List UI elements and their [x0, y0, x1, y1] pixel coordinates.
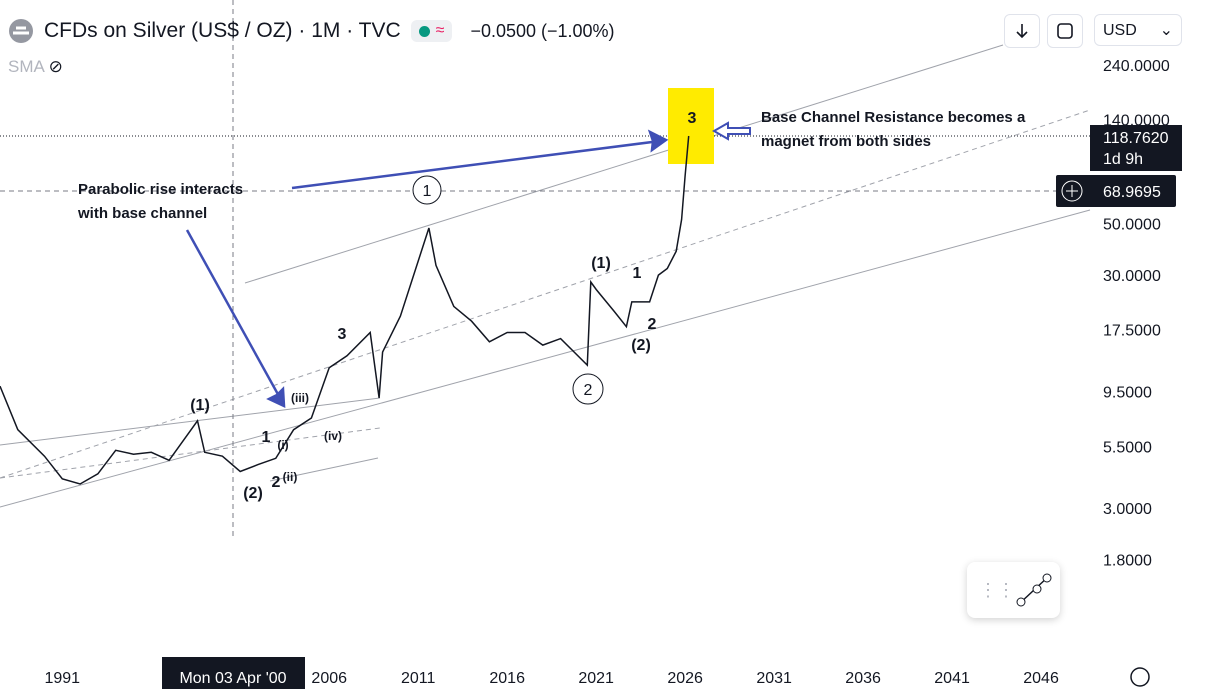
- currency-select[interactable]: USD ⌄: [1094, 14, 1182, 46]
- add-icon[interactable]: [1061, 180, 1083, 202]
- y-tick-label: 3.0000: [1103, 501, 1152, 518]
- wave-labels: (1) (2) 1 2 (i) (ii) (iii) (iv) 3 1 2 (1…: [190, 110, 696, 502]
- x-tick-label: 2016: [489, 670, 525, 687]
- channels: [0, 44, 1091, 508]
- y-tick-label: 50.0000: [1103, 216, 1161, 233]
- price-line: [0, 135, 690, 485]
- wave-label: 3: [338, 326, 347, 343]
- highlight-box: [668, 88, 714, 164]
- wave-label: (iv): [324, 429, 342, 443]
- countdown: 1d 9h: [1103, 151, 1143, 168]
- x-tick-label: 2031: [756, 670, 792, 687]
- indicator-name: SMA: [8, 57, 44, 76]
- wave-label: (2): [631, 337, 651, 354]
- symbol-icon: [9, 19, 33, 43]
- add-plus: [1066, 185, 1078, 197]
- x-tick-label: 2021: [578, 670, 614, 687]
- download-button[interactable]: [1004, 14, 1040, 48]
- y-tick-label: 9.5000: [1103, 384, 1152, 401]
- x-tick-label: 2046: [1023, 670, 1059, 687]
- symbol-title: CFDs on Silver (US$ / OZ) · 1M · TVC: [44, 19, 401, 42]
- crosshair-price: 68.9695: [1103, 184, 1161, 201]
- wave-label: 3: [688, 110, 697, 127]
- notes: Parabolic rise interacts with base chann…: [77, 109, 1026, 222]
- x-tick-label: 2006: [311, 670, 347, 687]
- y-tick-label: 240.0000: [1103, 58, 1170, 75]
- wave-label: 1: [633, 265, 642, 282]
- y-tick-label: 5.5000: [1103, 440, 1152, 457]
- status-pill[interactable]: ≈: [410, 20, 453, 42]
- layout-button[interactable]: [1047, 14, 1083, 48]
- y-tick-label: 17.5000: [1103, 323, 1161, 340]
- wave-label: (1): [190, 397, 210, 414]
- last-price: 118.7620: [1103, 130, 1169, 147]
- x-tick-label: 2026: [667, 670, 703, 687]
- wave-label: (1): [591, 255, 611, 272]
- x-tick-label: 2036: [845, 670, 881, 687]
- crosshair-price-tag: [1056, 175, 1176, 207]
- y-tick-label: 140.0000: [1103, 112, 1170, 129]
- note-line: magnet from both sides: [761, 133, 931, 150]
- note-line: Base Channel Resistance becomes a: [761, 109, 1026, 126]
- price-change: −0.0500 (−1.00%): [470, 20, 615, 41]
- last-price-tag: [1090, 125, 1182, 171]
- note-line: with base channel: [77, 205, 207, 222]
- note-line: Parabolic rise interacts: [78, 181, 243, 198]
- wave-label: (i): [277, 438, 288, 452]
- crosshair-date-tag: [162, 657, 305, 689]
- wave-label: 1: [262, 429, 271, 446]
- svg-text:⋮⋮: ⋮⋮: [979, 580, 1015, 600]
- wave-label: 1: [423, 183, 432, 200]
- drawing-toolbar[interactable]: ⋮⋮: [967, 562, 1060, 618]
- x-tick-label: 2011: [401, 670, 436, 687]
- x-tick-label: 2041: [934, 670, 970, 687]
- currency: USD: [1103, 22, 1137, 39]
- wave-label: 2: [584, 382, 593, 399]
- header: CFDs on Silver (US$ / OZ) · 1M · TVC ≈ −…: [8, 14, 615, 48]
- wave-label: (2): [243, 485, 263, 502]
- wave-label: (iii): [291, 391, 309, 405]
- crosshair-date: Mon 03 Apr '00: [179, 670, 286, 687]
- settings-icon[interactable]: [1130, 667, 1150, 687]
- wave-label: 2: [648, 316, 657, 333]
- y-tick-label: 1.8000: [1103, 553, 1152, 570]
- wave-label: (ii): [283, 470, 298, 484]
- y-tick-label: 30.0000: [1103, 268, 1161, 285]
- indicator[interactable]: SMA ⊘: [8, 57, 63, 76]
- x-tick-label: 1991: [44, 670, 80, 687]
- arrows: [185, 121, 751, 409]
- wave-label: 2: [272, 474, 281, 491]
